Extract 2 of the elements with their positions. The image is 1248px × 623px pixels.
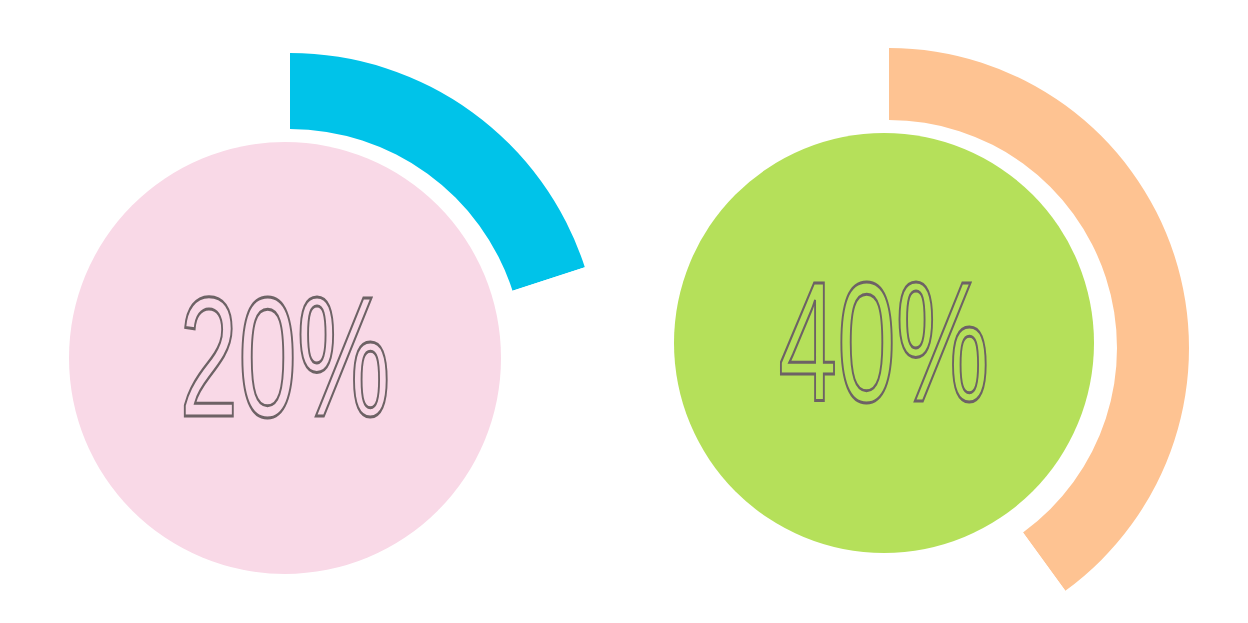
text: 40%: [778, 247, 990, 438]
text: 20%: [179, 262, 391, 453]
